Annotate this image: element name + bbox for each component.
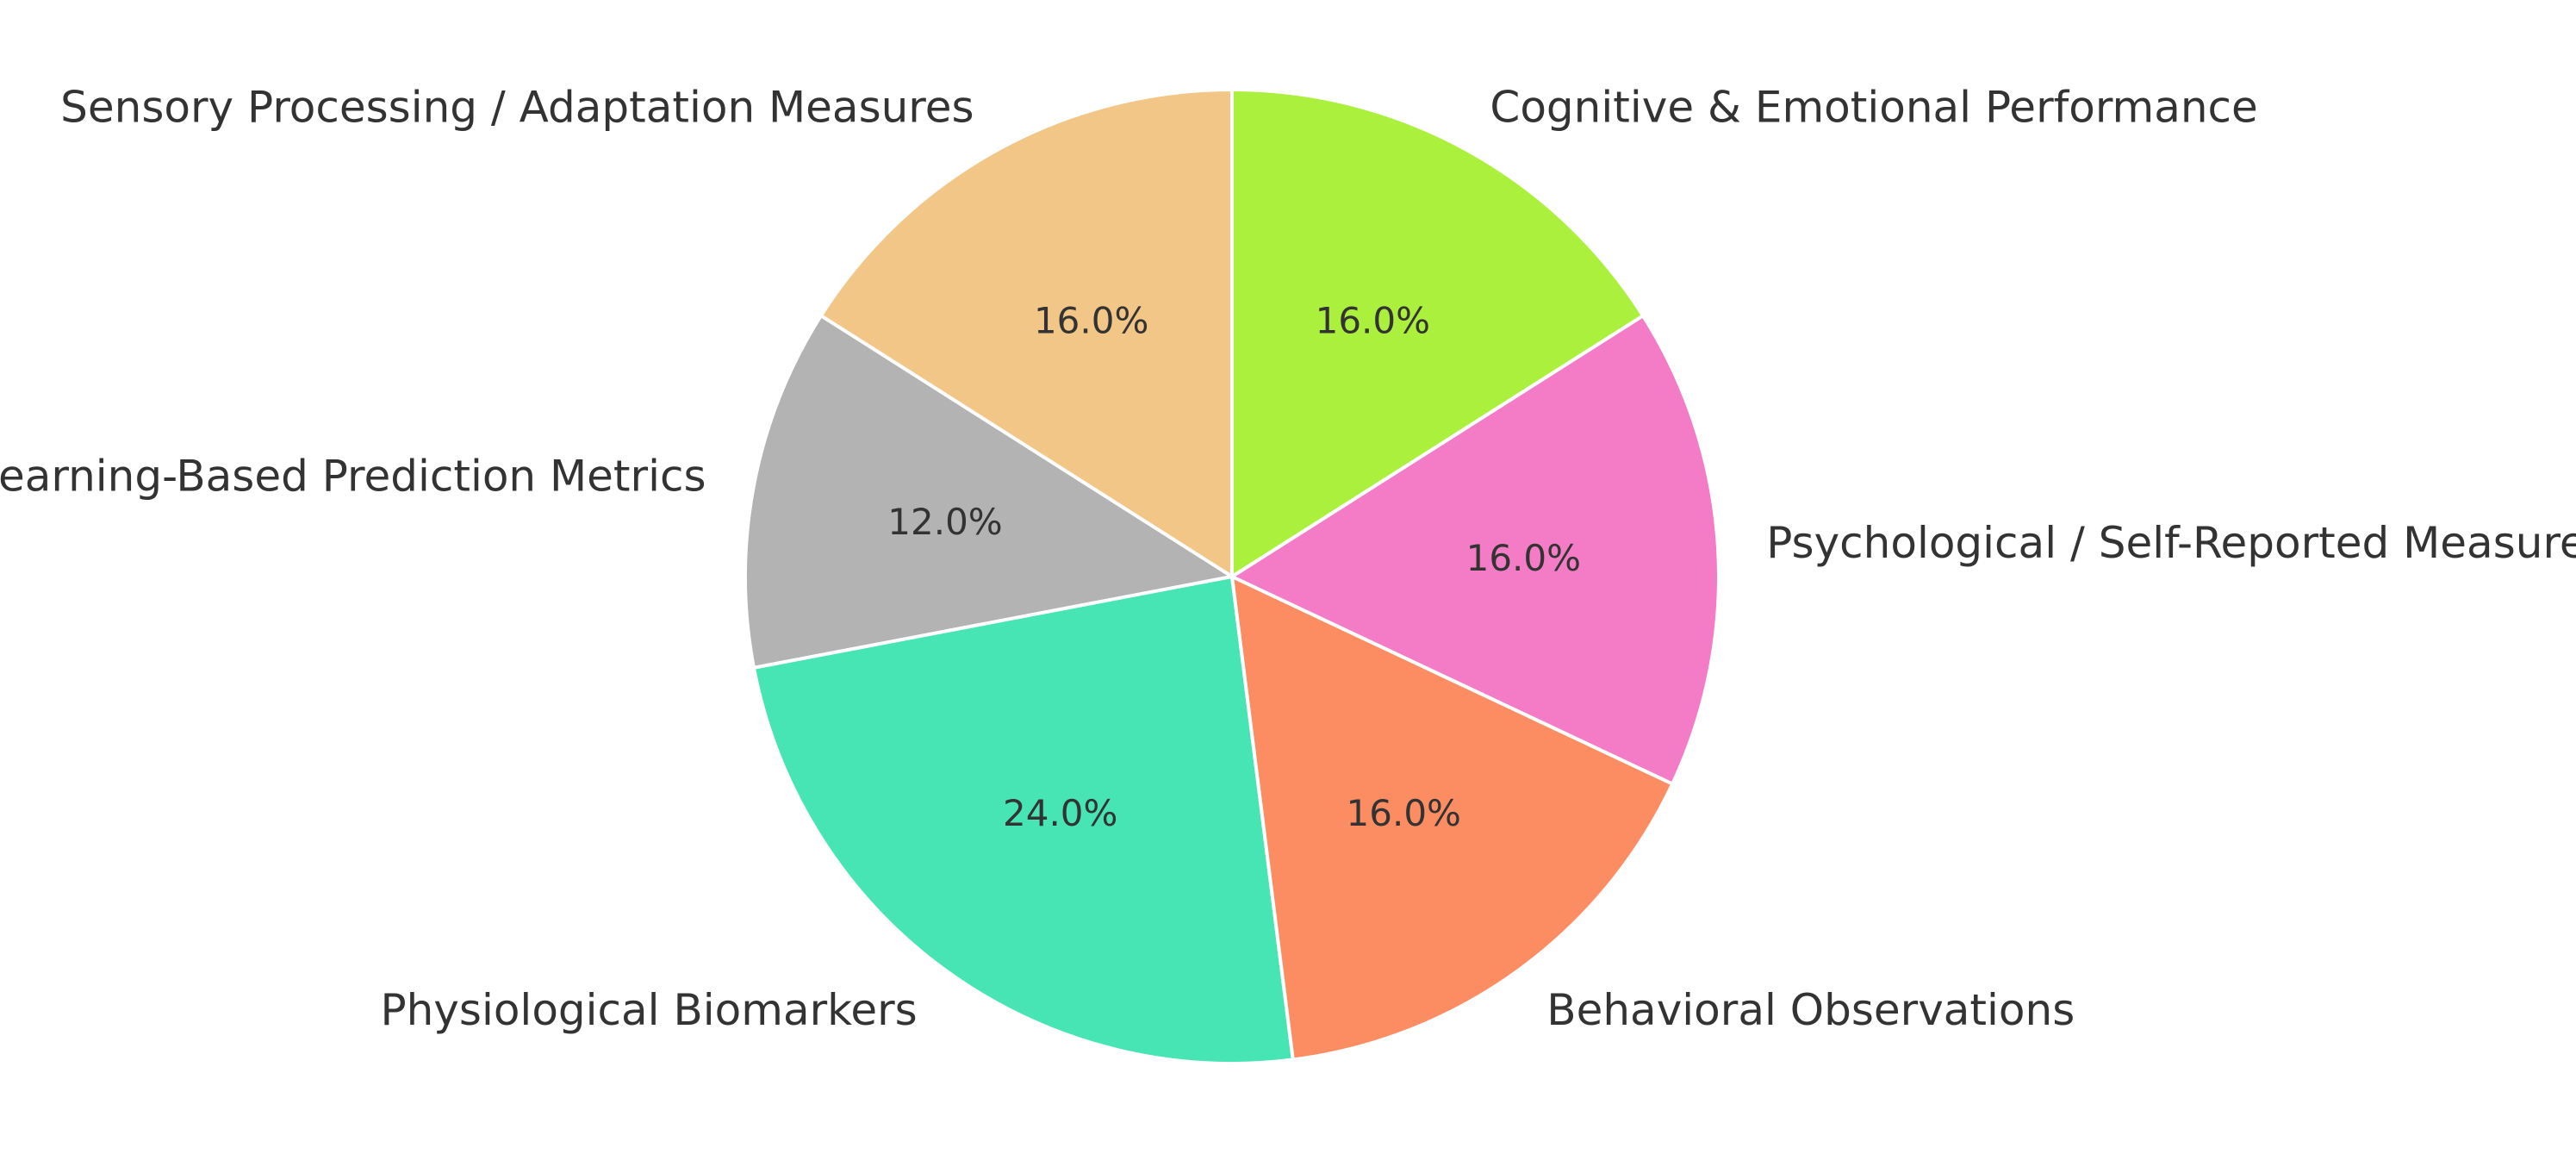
percent-label-physiological-biomarkers: 24.0% xyxy=(1003,792,1117,834)
category-label-psychological-self-reported-measures: Psychological / Self-Reported Measures xyxy=(1766,518,2576,568)
category-label-sensory-processing-adaptation-measures: Sensory Processing / Adaptation Measures xyxy=(60,82,974,132)
percent-label-machine-learning-based-prediction-metrics: 12.0% xyxy=(887,501,1002,543)
percent-label-sensory-processing-adaptation-measures: 16.0% xyxy=(1034,299,1148,341)
slice-cognitive-emotional-performance xyxy=(1230,88,1646,578)
slices-layer xyxy=(744,88,1720,1065)
category-label-behavioral-observations: Behavioral Observations xyxy=(1546,985,2075,1035)
category-labels-layer: Sensory Processing / Adaptation Measures… xyxy=(0,82,2576,1034)
category-label-machine-learning-based-prediction-metrics: Machine Learning-Based Prediction Metric… xyxy=(0,452,706,502)
slice-psychological-self-reported-measures xyxy=(1230,314,1720,786)
percent-label-cognitive-emotional-performance: 16.0% xyxy=(1316,299,1430,341)
percent-label-behavioral-observations: 16.0% xyxy=(1347,792,1461,834)
category-label-physiological-biomarkers: Physiological Biomarkers xyxy=(380,985,917,1035)
slice-machine-learning-based-prediction-metrics xyxy=(744,314,1234,670)
slice-physiological-biomarkers xyxy=(752,575,1295,1065)
slice-sensory-processing-adaptation-measures xyxy=(818,88,1234,578)
category-label-cognitive-emotional-performance: Cognitive & Emotional Performance xyxy=(1490,82,2257,132)
percent-label-psychological-self-reported-measures: 16.0% xyxy=(1466,537,1581,579)
slice-behavioral-observations xyxy=(1230,575,1675,1062)
percent-labels-layer: 16.0% 12.0% 24.0% 16.0% 16.0% 16.0% xyxy=(887,299,1581,833)
